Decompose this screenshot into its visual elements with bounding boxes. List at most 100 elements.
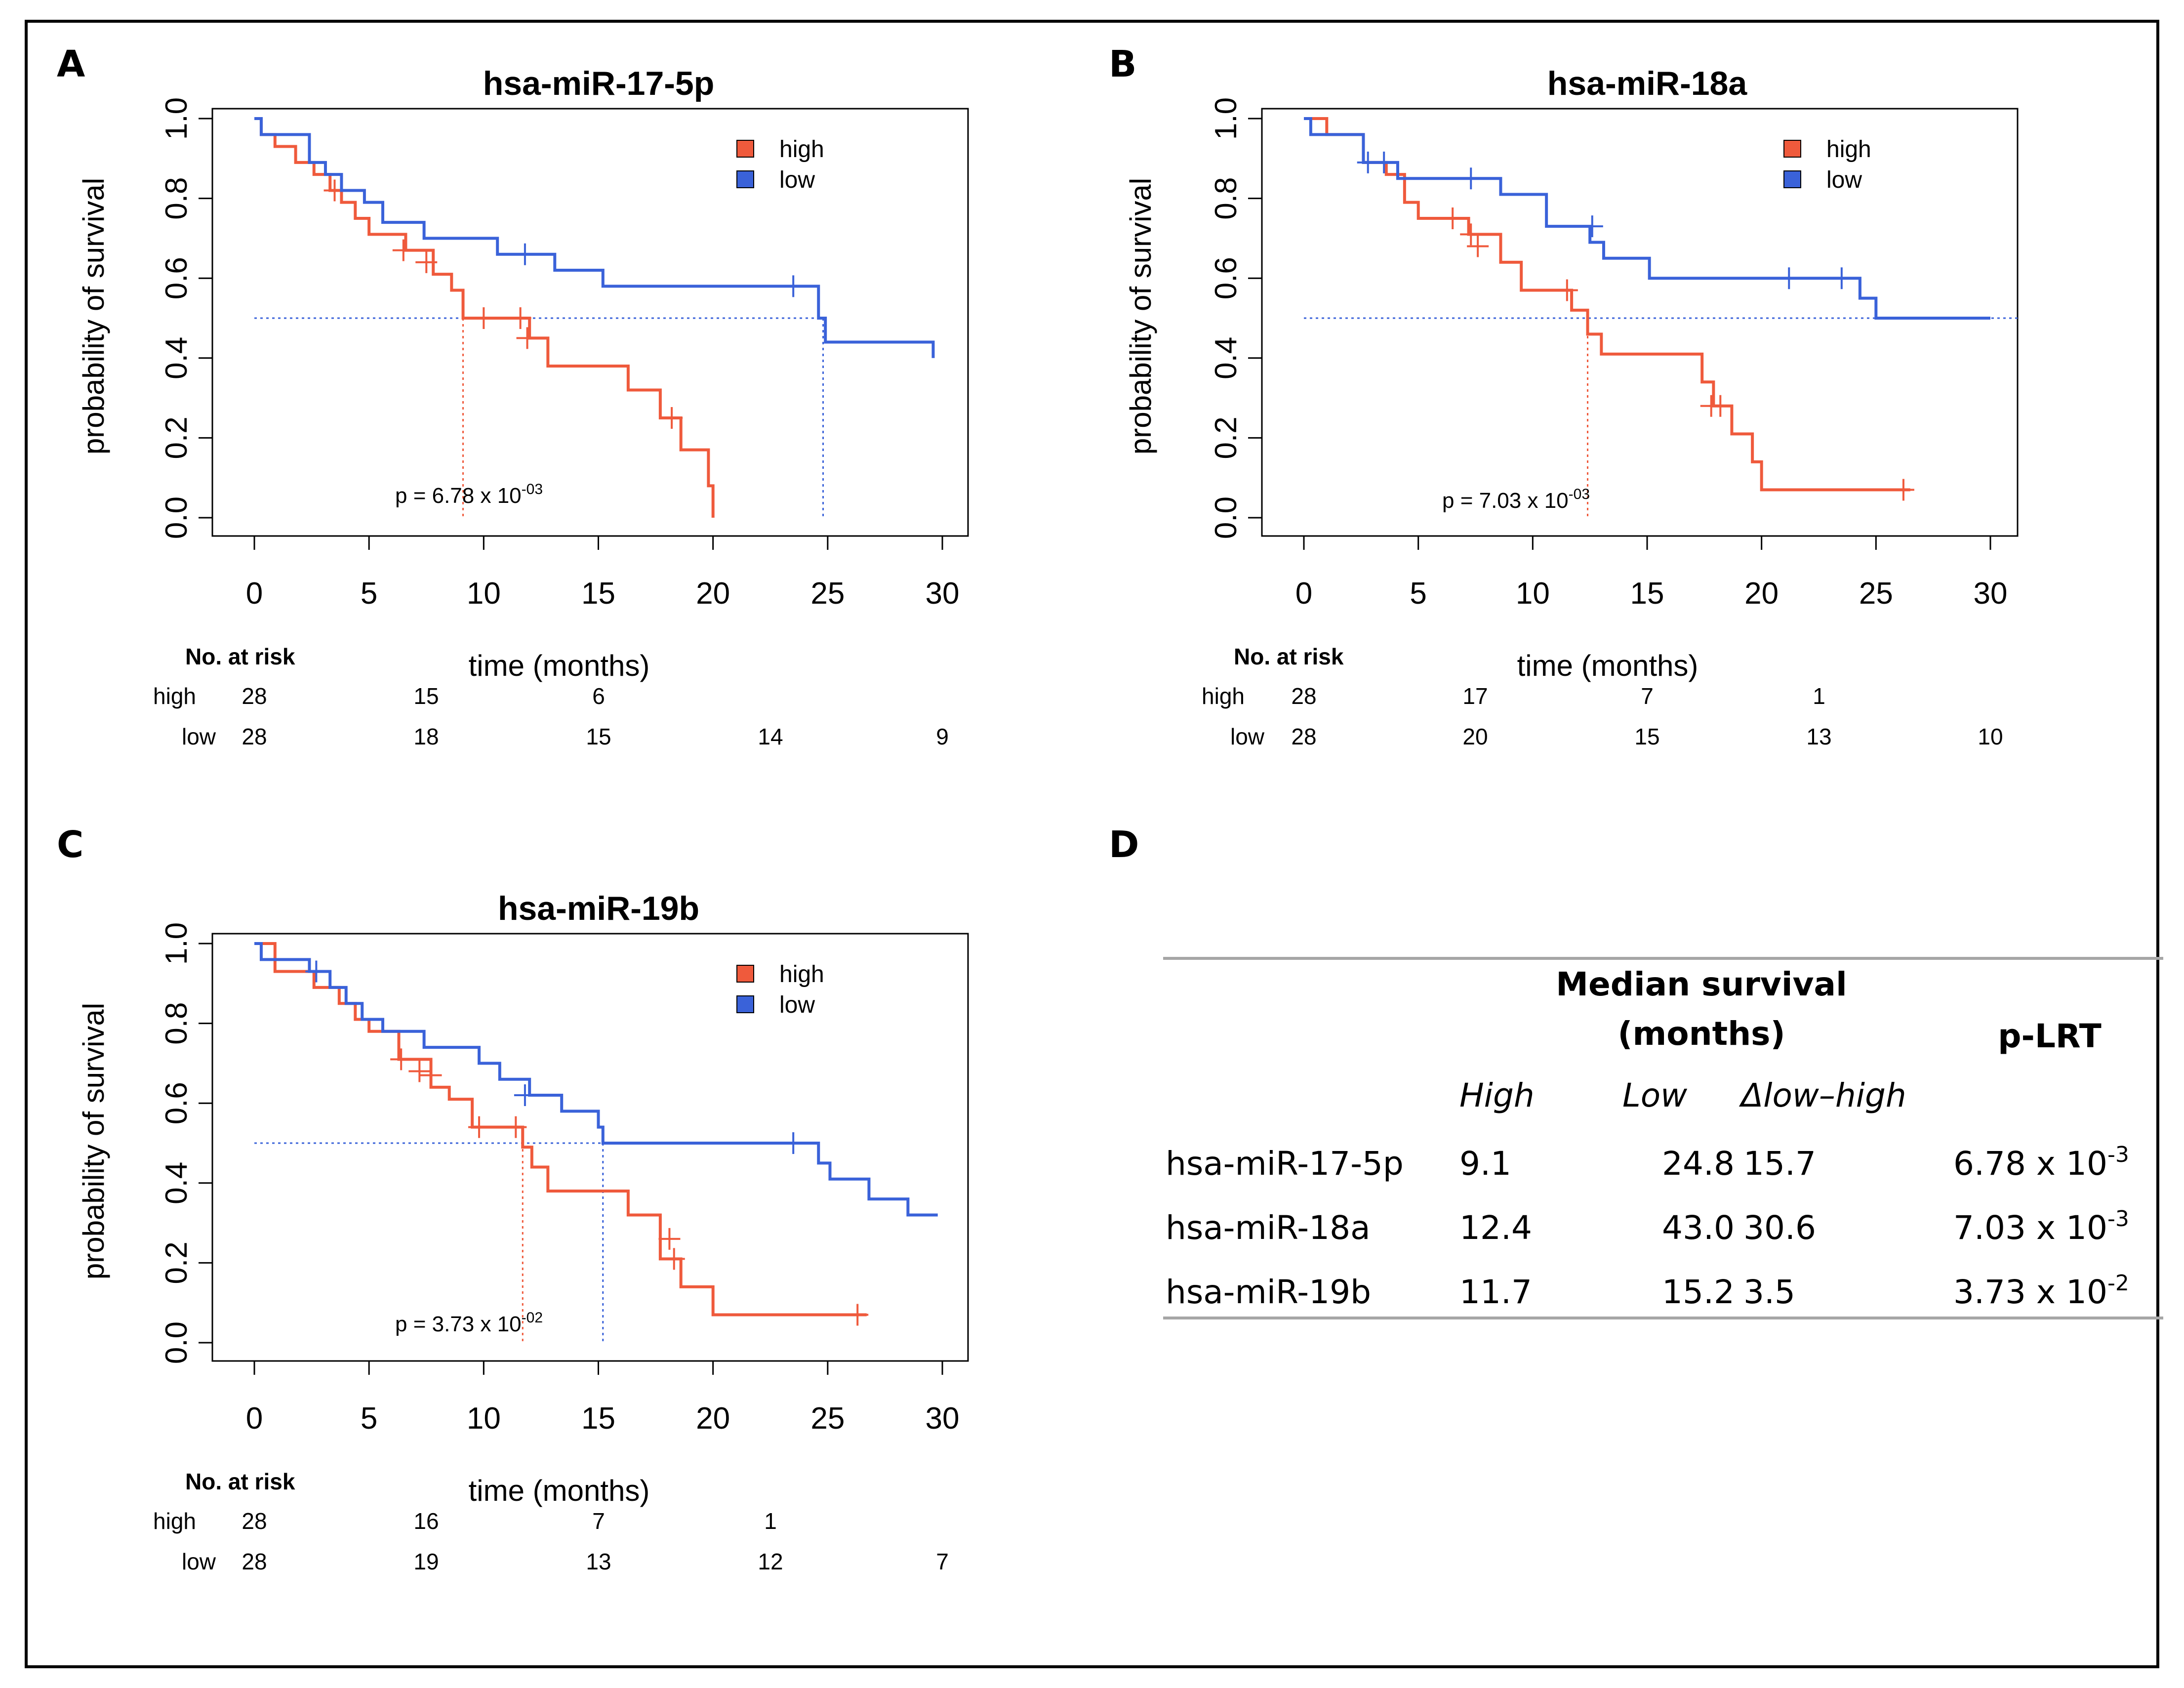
risk-count-high: 1: [764, 1508, 777, 1534]
y-tick-label: 0.2: [160, 416, 194, 459]
y-tick-label: 0.2: [1209, 416, 1243, 459]
panel-letter-a: A: [57, 43, 85, 85]
risk-count-low: 15: [1634, 724, 1659, 749]
risk-row-label-low: low: [182, 724, 216, 749]
censor-mark-high: [509, 307, 531, 329]
x-axis-label: time (months): [469, 649, 650, 682]
plot-box: [211, 108, 969, 537]
risk-count-low: 28: [1291, 724, 1316, 749]
km-curve-low: [1304, 117, 1990, 320]
risk-count-high: 1: [1813, 683, 1825, 709]
cell-low: 43.0: [1662, 1209, 1735, 1247]
legend: high low: [736, 961, 824, 1018]
p-value: p = 6.78 x 10-03: [395, 481, 543, 508]
censor-mark-high: [420, 1064, 442, 1086]
y-tick-label: 1.0: [160, 97, 194, 140]
risk-table-header: No. at risk: [1234, 644, 1344, 669]
panel-b: B hsa-miR-18a 0 5 10 15 20 25 30 0.0 0.2 0.4 0.6 0.…: [1109, 43, 2019, 749]
y-tick-label: 0.0: [160, 1321, 194, 1364]
panel-c: C hsa-miR-19b 0 5 10 15 20 25 30 0.0 0.2 0.4 0.6 0.…: [57, 823, 969, 1574]
risk-row-label-high: high: [1202, 683, 1245, 709]
p-lrt-base: 3.73 x 10: [1953, 1273, 2107, 1311]
panel-letter-b: B: [1109, 43, 1136, 85]
column-header-low: Low: [1622, 1076, 1688, 1114]
risk-count-low: 18: [413, 724, 439, 749]
censor-mark-low: [514, 243, 536, 265]
x-tick-label: 15: [1630, 576, 1664, 611]
risk-count-low: 19: [413, 1549, 439, 1574]
legend: high low: [1783, 136, 1871, 193]
legend-swatch-low: [736, 170, 754, 188]
risk-count-high: 28: [1291, 683, 1316, 709]
y-tick-label: 0.8: [160, 177, 194, 219]
x-tick-label: 15: [581, 576, 615, 611]
p-value-text: p = 7.03 x 10: [1442, 489, 1569, 513]
cell-high: 12.4: [1459, 1209, 1532, 1247]
km-curve-low: [254, 117, 935, 358]
censor-mark-high: [661, 407, 683, 429]
risk-table: No. at risk high low 28 17 7 1 28 20 15 13 10: [1202, 644, 2003, 749]
censor-mark-high: [473, 307, 495, 329]
risk-count-low: 7: [936, 1549, 949, 1574]
risk-count-low: 20: [1462, 724, 1488, 749]
censor-mark-low: [1581, 215, 1603, 238]
x-tick-label: 10: [467, 1401, 501, 1436]
y-tick-label: 0.0: [160, 496, 194, 539]
censor-mark-high: [663, 1248, 685, 1270]
risk-row-label-high: high: [153, 683, 196, 709]
cell-p-lrt: 3.73 x 10-2: [1953, 1271, 2129, 1311]
plot-title: hsa-miR-19b: [498, 890, 699, 927]
y-axis-label: probability of survival: [77, 1003, 110, 1279]
x-tick-label: 0: [246, 1401, 263, 1436]
legend-label-high: high: [779, 961, 824, 988]
risk-count-low: 13: [1806, 724, 1831, 749]
cell-p-lrt: 6.78 x 10-3: [1953, 1142, 2129, 1183]
risk-row-label-low: low: [1230, 724, 1265, 749]
censor-mark-high: [1709, 395, 1732, 417]
y-tick-label: 0.0: [1209, 496, 1243, 539]
risk-count-low: 10: [1978, 724, 2003, 749]
risk-count-low: 9: [936, 724, 949, 749]
legend-swatch-low: [736, 995, 754, 1013]
risk-count-low: 14: [758, 724, 783, 749]
km-curve-high: [1304, 117, 1910, 492]
legend-swatch-low: [1783, 170, 1801, 188]
risk-count-high: 28: [242, 1508, 267, 1534]
median-survival-subheader: (months): [1618, 1015, 1785, 1053]
censor-mark-high: [415, 251, 438, 273]
censor-mark-low: [305, 960, 327, 983]
censor-mark-low: [514, 1084, 536, 1107]
y-axis-label: probability of survival: [1124, 178, 1157, 454]
p-value-text: p = 3.73 x 10: [395, 1312, 522, 1336]
plot-area: 0 5 10 15 20 25 30 0.0 0.2 0.4 0.6 0.8 1.0: [160, 97, 969, 611]
censor-mark-low: [1778, 267, 1800, 289]
x-axis-label: time (months): [469, 1474, 650, 1507]
legend-swatch-high: [736, 965, 754, 983]
censor-mark-low: [1373, 151, 1395, 173]
plot-area: 0 5 10 15 20 25 30 0.0 0.2 0.4 0.6 0.8 1.0: [160, 922, 969, 1436]
cell-delta: 3.5: [1743, 1273, 1795, 1311]
risk-count-high: 7: [1641, 683, 1654, 709]
row-name: hsa-miR-17-5p: [1166, 1145, 1404, 1183]
legend-swatch-high: [1783, 140, 1801, 158]
km-curve-high: [254, 942, 867, 1317]
plot-title: hsa-miR-18a: [1547, 65, 1748, 102]
cell-p-lrt: 7.03 x 10-3: [1953, 1206, 2129, 1247]
censor-mark-high: [1467, 235, 1489, 257]
risk-values: 28 16 7 1 28 19 13 12 7: [242, 1508, 948, 1574]
y-tick-label: 0.8: [1209, 177, 1243, 219]
risk-count-high: 15: [413, 683, 439, 709]
table-row: hsa-miR-19b 11.7 15.2 3.5 3.73 x 10-2: [1166, 1271, 2129, 1311]
risk-count-low: 15: [586, 724, 611, 749]
p-value: p = 3.73 x 10-02: [395, 1310, 543, 1336]
x-axis-label: time (months): [1517, 649, 1699, 682]
censor-mark-low: [1460, 167, 1482, 190]
y-tick-label: 0.4: [160, 337, 194, 379]
row-name: hsa-miR-18a: [1166, 1209, 1371, 1247]
y-tick-label: 0.6: [1209, 257, 1243, 299]
x-tick-label: 20: [696, 1401, 730, 1436]
risk-table: No. at risk high low 28 15 6 28 18 15 14 9: [153, 644, 949, 749]
p-lrt-header: p-LRT: [1998, 1017, 2102, 1055]
p-lrt-exponent: -3: [2107, 1206, 2129, 1232]
